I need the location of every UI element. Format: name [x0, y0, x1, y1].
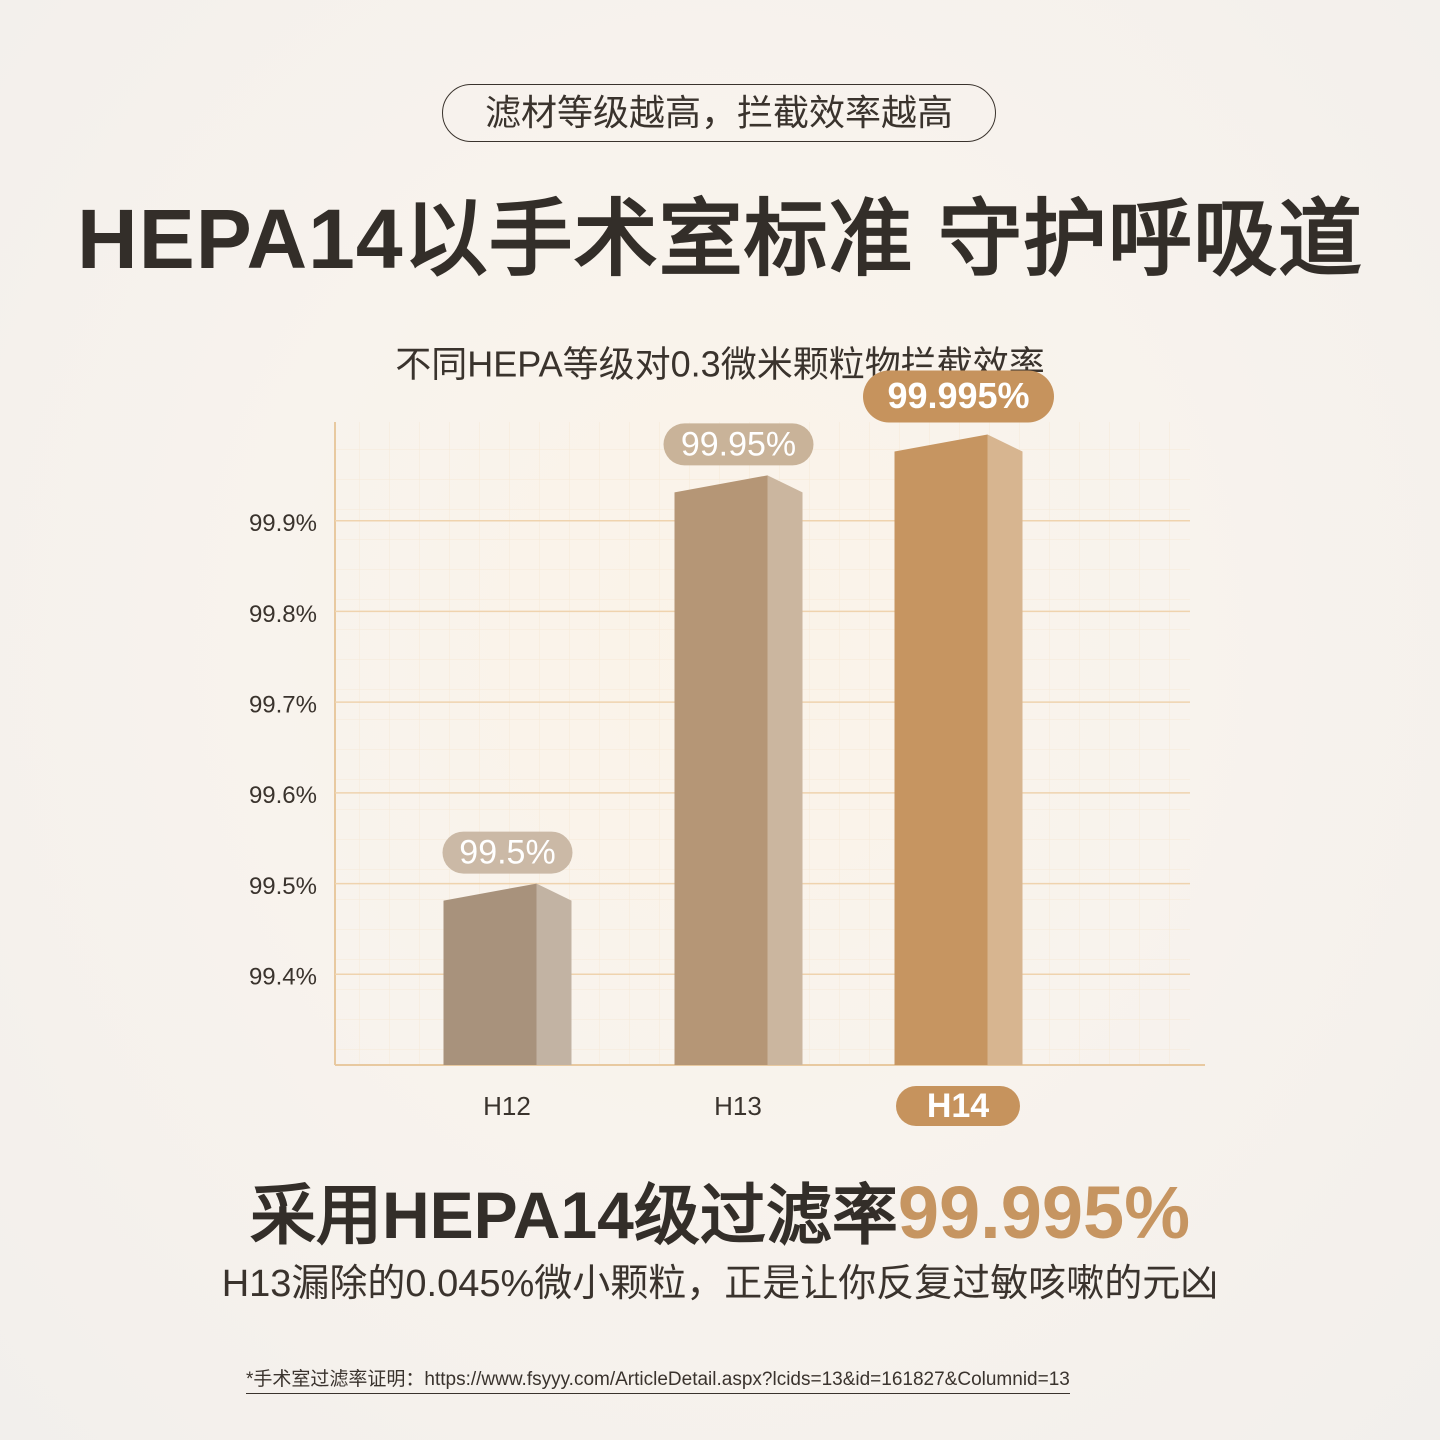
value-label: 99.5% — [459, 834, 555, 872]
bar — [674, 475, 768, 1065]
value-label: 99.95% — [681, 425, 796, 463]
bar-side — [536, 883, 572, 1065]
category-pill — [896, 1086, 1020, 1126]
x-tick-label: H14 — [927, 1087, 989, 1125]
value-label-pill — [663, 423, 814, 466]
value-label: 99.995% — [887, 375, 1029, 416]
x-tick-label: H12 — [483, 1091, 531, 1121]
summary-text: 采用HEPA14级过滤率 — [249, 1178, 898, 1252]
headline: HEPA14以手术室标准 守护呼吸道 — [77, 192, 1363, 286]
bar-side — [767, 475, 803, 1065]
x-tick-label: H13 — [714, 1091, 762, 1121]
summary-lead: 采用HEPA14级过滤率99.995% — [0, 1162, 1440, 1258]
value-label-pill — [863, 370, 1054, 423]
y-tick-label: 99.6% — [249, 782, 317, 809]
footnote: *手术室过滤率证明：https://www.fsyyy.com/ArticleD… — [246, 1364, 1070, 1394]
bar — [894, 434, 988, 1065]
bar — [443, 883, 537, 1065]
summary-figure: 99.995% — [897, 1171, 1191, 1254]
y-tick-label: 99.9% — [249, 510, 317, 537]
y-tick-label: 99.7% — [249, 691, 317, 718]
value-label-pill — [442, 831, 573, 874]
y-tick-label: 99.8% — [249, 601, 317, 628]
bar-side — [987, 434, 1023, 1065]
tag-pill: 滤材等级越高，拦截效率越高 — [442, 84, 996, 142]
y-tick-label: 99.4% — [249, 964, 317, 991]
y-tick-label: 99.5% — [249, 873, 317, 900]
summary-detail: H13漏除的0.045%微小颗粒，正是让你反复过敏咳嗽的元凶 — [221, 1263, 1219, 1305]
